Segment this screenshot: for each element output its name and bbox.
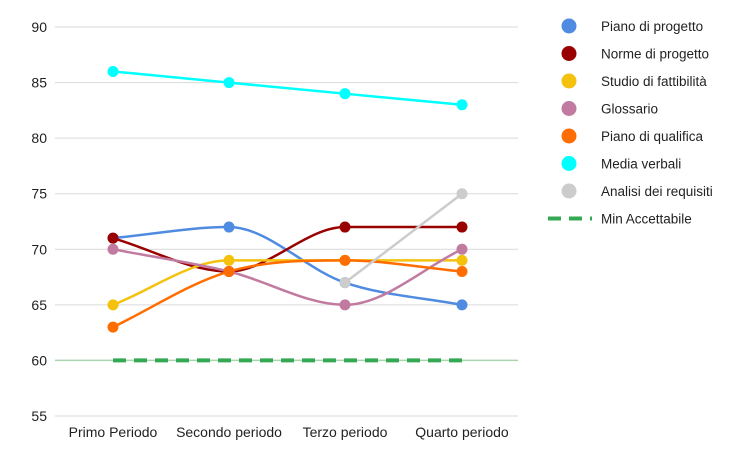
y-tick-label: 65 bbox=[31, 297, 47, 313]
legend-item-studio-di-fattibilita: Studio di fattibilità bbox=[561, 73, 707, 89]
series-line-analisi-dei-requisiti bbox=[344, 192, 463, 284]
legend: Piano di progetto Norme di progetto Studio… bbox=[548, 18, 713, 227]
legend-marker bbox=[561, 156, 577, 171]
y-tick-label: 75 bbox=[31, 186, 47, 202]
legend-item-piano-di-progetto: Piano di progetto bbox=[561, 18, 703, 34]
data-point-media-verbali bbox=[339, 88, 351, 100]
legend-label: Min Accettabile bbox=[601, 212, 692, 227]
data-point-piano-di-qualifica bbox=[223, 266, 235, 278]
legend-label: Piano di qualifica bbox=[601, 129, 704, 144]
data-point-media-verbali bbox=[456, 99, 468, 111]
legend-marker bbox=[561, 73, 577, 89]
legend-label: Analisi dei requisiti bbox=[601, 184, 713, 199]
legend-marker bbox=[561, 101, 577, 116]
y-tick-label: 80 bbox=[31, 130, 47, 146]
data-point-norme-di-progetto bbox=[339, 221, 351, 233]
legend-marker bbox=[561, 18, 577, 34]
series-line-media-verbali bbox=[112, 70, 463, 107]
legend-item-media-verbali: Media verbali bbox=[561, 156, 681, 172]
data-point-analisi-dei-requisiti bbox=[456, 188, 468, 200]
data-point-piano-di-qualifica bbox=[339, 254, 351, 266]
series-piano-di-qualifica bbox=[107, 254, 468, 333]
y-tick-label: 85 bbox=[31, 75, 47, 91]
data-point-piano-di-qualifica bbox=[456, 266, 468, 278]
data-point-analisi-dei-requisiti bbox=[339, 277, 351, 289]
data-point-studio-di-fattibilita bbox=[456, 254, 468, 266]
legend-item-analisi-dei-requisiti: Analisi dei requisiti bbox=[561, 183, 713, 199]
grid-layer bbox=[55, 26, 518, 417]
series-analisi-dei-requisiti bbox=[339, 188, 468, 289]
x-tick-label: Secondo periodo bbox=[176, 424, 282, 440]
data-point-glossario bbox=[456, 243, 468, 255]
series-line-studio-di-fattibilita bbox=[112, 259, 462, 307]
data-point-piano-di-qualifica bbox=[107, 321, 119, 333]
y-axis-ticks: 55 60 65 70 75 80 85 90 bbox=[31, 19, 47, 424]
y-tick-label: 70 bbox=[31, 241, 47, 257]
data-point-norme-di-progetto bbox=[456, 221, 468, 233]
legend-label: Studio di fattibilità bbox=[601, 74, 707, 89]
legend-item-piano-di-qualifica: Piano di qualifica bbox=[561, 128, 704, 144]
legend-item-min-accettabile: Min Accettabile bbox=[548, 212, 692, 227]
series-layer bbox=[107, 65, 468, 333]
legend-marker bbox=[561, 128, 577, 144]
legend-label: Media verbali bbox=[601, 157, 681, 172]
x-axis-ticks: Primo Periodo Secondo periodo Terzo period… bbox=[69, 424, 509, 440]
y-tick-label: 55 bbox=[31, 408, 47, 424]
legend-marker bbox=[561, 183, 577, 199]
x-tick-label: Quarto periodo bbox=[415, 424, 509, 440]
legend-item-glossario: Glossario bbox=[561, 101, 658, 117]
data-point-studio-di-fattibilita bbox=[223, 254, 235, 266]
legend-label: Glossario bbox=[601, 102, 658, 117]
data-point-studio-di-fattibilita bbox=[107, 299, 119, 311]
x-tick-label: Terzo periodo bbox=[303, 424, 388, 440]
data-point-piano-di-progetto bbox=[456, 299, 468, 311]
legend-label: Norme di progetto bbox=[601, 47, 709, 62]
data-point-media-verbali bbox=[107, 65, 119, 77]
series-line-piano-di-qualifica bbox=[112, 259, 463, 329]
y-tick-label: 90 bbox=[31, 19, 47, 35]
data-point-glossario bbox=[107, 243, 119, 255]
data-point-media-verbali bbox=[223, 77, 235, 89]
data-point-piano-di-progetto bbox=[223, 221, 235, 233]
series-media-verbali bbox=[107, 65, 468, 111]
series-line-glossario bbox=[112, 248, 463, 307]
y-tick-label: 60 bbox=[31, 352, 47, 368]
data-point-glossario bbox=[339, 299, 351, 311]
legend-marker bbox=[561, 46, 577, 61]
data-point-norme-di-progetto bbox=[107, 232, 119, 244]
legend-label: Piano di progetto bbox=[601, 19, 703, 34]
legend-item-norme-di-progetto: Norme di progetto bbox=[561, 46, 709, 62]
x-tick-label: Primo Periodo bbox=[69, 424, 158, 440]
